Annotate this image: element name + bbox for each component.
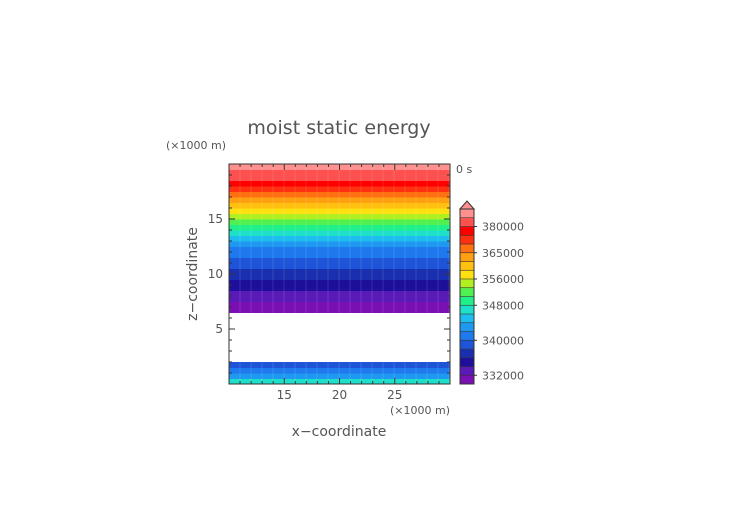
field-band (229, 197, 450, 203)
field-band (229, 301, 450, 308)
y-axis-label: z−coordinate (185, 227, 201, 321)
field-band (229, 202, 450, 209)
field-band (229, 252, 450, 258)
colorbar-segment (460, 296, 474, 306)
field-band (229, 224, 450, 231)
field-band (229, 246, 450, 253)
y-tick-label: 15 (208, 212, 223, 226)
colorbar-segment (460, 261, 474, 271)
y-tick-label: 5 (215, 322, 223, 336)
y-tick-label: 10 (208, 267, 223, 281)
field-band (229, 263, 450, 269)
colorbar-segment (460, 217, 474, 227)
field-bands (229, 164, 450, 385)
field-band (229, 180, 450, 187)
chart-title: moist static energy (247, 117, 430, 139)
field-band (229, 268, 450, 275)
field-band (229, 279, 450, 286)
field-band (229, 208, 450, 214)
field-band (229, 307, 450, 313)
field-band (229, 257, 450, 264)
field-band (229, 169, 450, 176)
colorbar-frame (459, 208, 475, 385)
colorbar-tick-label: 356000 (482, 273, 524, 286)
colorbar-segment (460, 209, 474, 219)
x-unit-label: (×1000 m) (390, 404, 450, 417)
field-band (229, 296, 450, 302)
colorbar-segment (460, 287, 474, 297)
x-tick-label: 25 (387, 388, 402, 402)
y-unit-label: (×1000 m) (166, 139, 226, 152)
colorbar-segment (460, 314, 474, 324)
field-band (229, 191, 450, 198)
colorbar-segment (460, 279, 474, 289)
field-band (229, 274, 450, 280)
colorbar-segment (460, 270, 474, 280)
colorbar-segment (460, 305, 474, 315)
field-band (229, 290, 450, 297)
field-band (229, 230, 450, 236)
field-band (229, 175, 450, 181)
colorbar-segment (460, 366, 474, 376)
field-band (229, 367, 450, 374)
colorbar: 332000 340000 348000 356000 365000 380000 (458, 200, 524, 385)
x-tick-label: 20 (332, 388, 347, 402)
field-band (229, 186, 450, 192)
x-axis-label: x−coordinate (292, 424, 387, 440)
colorbar-tick-label: 340000 (482, 334, 524, 347)
colorbar-extend-arrow (458, 200, 476, 210)
field-band (229, 362, 450, 368)
colorbar-segment (460, 235, 474, 245)
x-axis-ticks: 15 20 25 (239, 164, 440, 402)
colorbar-segment (460, 322, 474, 332)
field-band (229, 235, 450, 242)
colorbar-tick-label: 348000 (482, 299, 524, 312)
x-tick-label: 15 (277, 388, 292, 402)
field-band (229, 285, 450, 291)
time-label: 0 s (456, 163, 472, 176)
field-band (229, 373, 450, 379)
field-band (229, 219, 450, 225)
colorbar-segment (460, 357, 474, 367)
colorbar-segment (460, 226, 474, 236)
colorbar-tick-label: 365000 (482, 247, 524, 260)
colorbar-tick-label: 380000 (482, 221, 524, 234)
field-band (229, 241, 450, 247)
colorbar-segment (460, 252, 474, 262)
field-band (229, 213, 450, 220)
colorbar-segment (460, 331, 474, 341)
colorbar-segment (460, 244, 474, 254)
colorbar-segment (460, 349, 474, 359)
colorbar-tick-label: 332000 (482, 369, 524, 382)
colorbar-segment (460, 375, 474, 385)
colorbar-segment (460, 340, 474, 350)
plot-frame (228, 163, 451, 385)
